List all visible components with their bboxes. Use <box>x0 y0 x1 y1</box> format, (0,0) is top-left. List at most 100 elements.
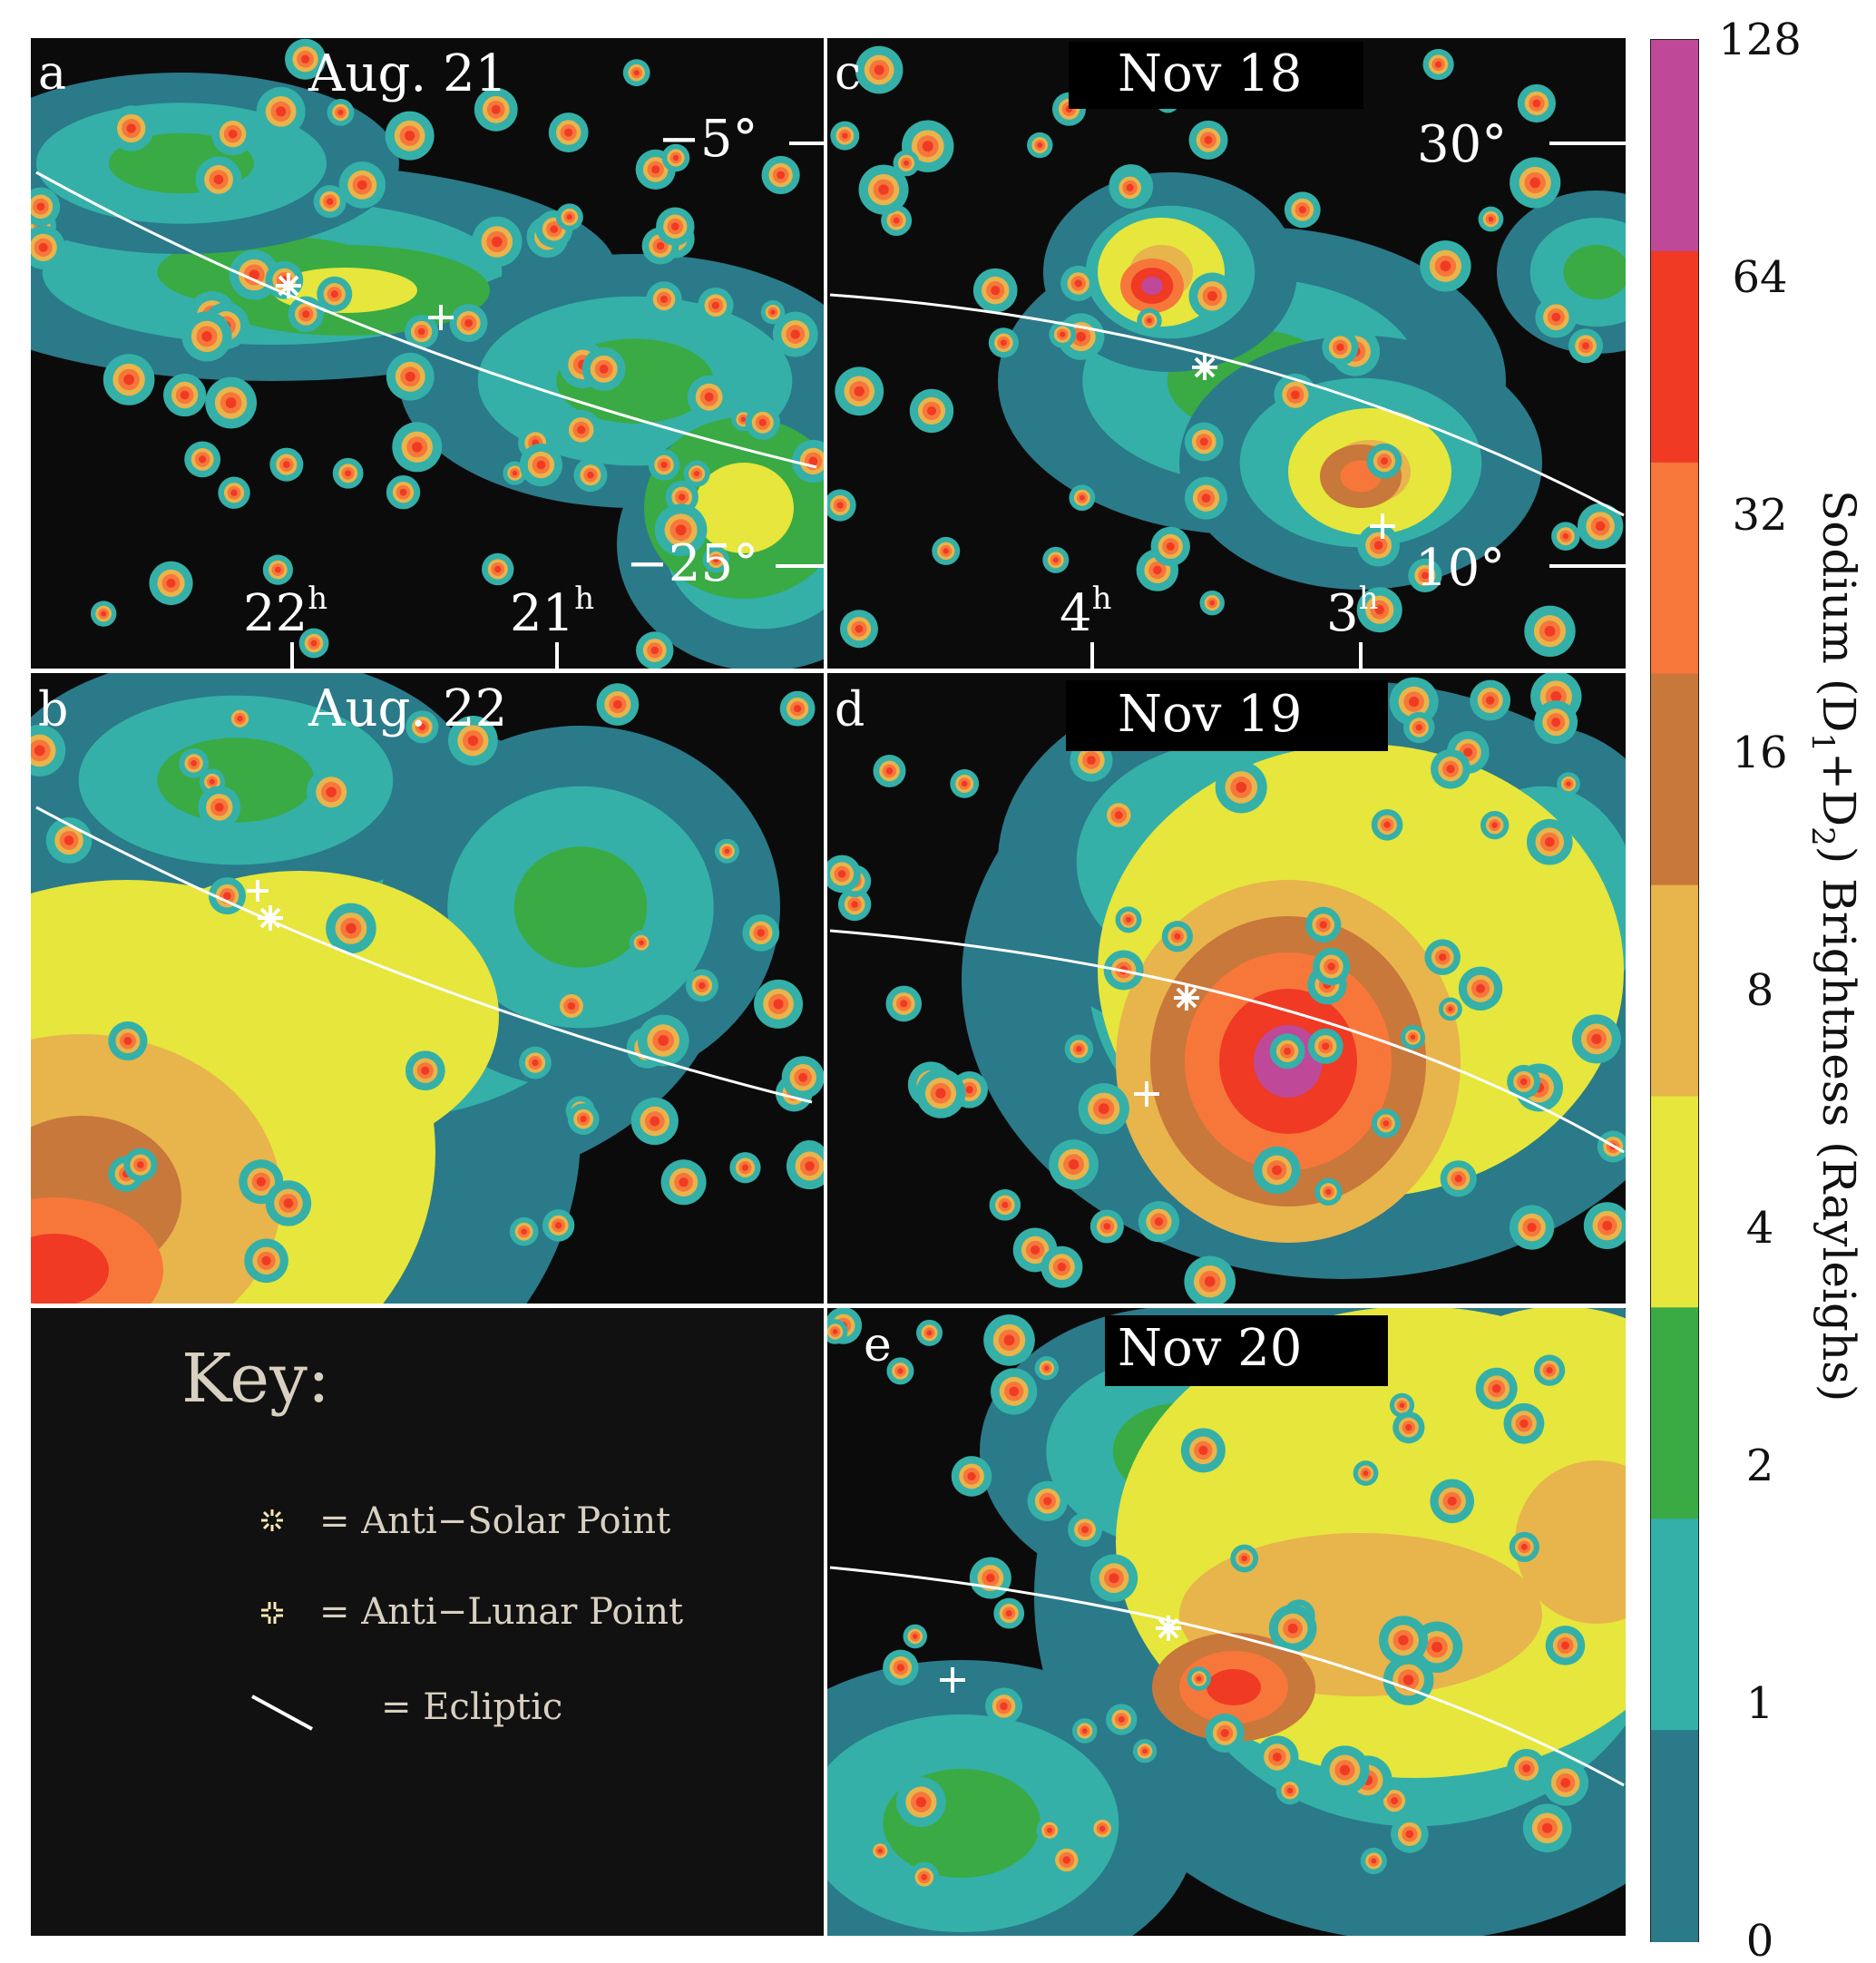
emission-contour <box>580 1116 587 1123</box>
emission-contour <box>1003 1334 1015 1346</box>
emission-contour <box>1546 1366 1553 1374</box>
emission-contour <box>704 392 714 402</box>
emission-contour <box>1373 541 1383 551</box>
emission-contour <box>1236 782 1247 793</box>
emission-contour <box>1207 290 1217 301</box>
emission-contour <box>1037 142 1043 149</box>
panel-d-anti-solar-marker <box>1174 985 1199 1011</box>
emission-contour <box>1562 532 1569 540</box>
emission-contour <box>1286 1787 1294 1794</box>
panel-e-anti-lunar-marker <box>940 1667 965 1693</box>
emission-contour <box>878 184 889 195</box>
emission-contour <box>1000 339 1007 347</box>
emission-contour <box>650 646 660 655</box>
emission-contour <box>1595 521 1606 532</box>
panel-a-anti-lunar-marker <box>428 305 454 330</box>
colorbar-label-sub2: 2 <box>1804 826 1841 846</box>
emission-contour <box>758 418 767 426</box>
emission-contour <box>1126 183 1134 191</box>
emission-contour <box>837 870 846 878</box>
emission-contour <box>1463 747 1473 757</box>
emission-contour <box>1410 1034 1416 1040</box>
emission-contour <box>1563 245 1626 299</box>
emission-contour <box>599 364 609 374</box>
emission-contour <box>842 132 848 139</box>
colorbar-bands <box>1651 40 1698 1942</box>
panel-a-dec-label-bottom: −25° <box>626 534 758 593</box>
key-anti-solar-symbol <box>261 1509 283 1531</box>
emission-contour <box>1566 781 1571 786</box>
emission-contour <box>1241 1555 1247 1562</box>
emission-contour <box>300 54 310 63</box>
colorbar-band <box>1651 1730 1698 1942</box>
colorbar-band <box>1651 250 1698 464</box>
emission-contour <box>1522 1763 1531 1773</box>
emission-contour <box>1435 61 1442 68</box>
emission-contour <box>1076 331 1087 342</box>
emission-contour <box>773 999 784 1010</box>
emission-contour <box>1098 1103 1109 1115</box>
emission-contour <box>1166 542 1175 551</box>
panel-d-date: Nov 19 <box>1118 685 1302 744</box>
emission-contour <box>926 1330 933 1336</box>
emission-contour <box>1405 1830 1414 1839</box>
emission-contour <box>310 640 318 647</box>
panel-c-ra-label-3h: 3h <box>1326 581 1379 643</box>
emission-contour <box>893 217 900 224</box>
emission-contour <box>740 416 747 423</box>
emission-contour <box>1398 1635 1409 1646</box>
emission-contour <box>1287 1623 1298 1634</box>
colorbar-tick-label: 16 <box>1732 728 1787 778</box>
emission-contour <box>986 1573 995 1583</box>
emission-contour <box>1560 1641 1569 1650</box>
panel-a-dec-label-top: −5° <box>658 110 758 169</box>
emission-contour <box>639 940 644 946</box>
emission-contour <box>1099 1825 1106 1832</box>
emission-contour <box>790 329 800 339</box>
emission-contour <box>675 524 687 536</box>
emission-contour <box>1052 557 1059 563</box>
emission-contour <box>650 1116 660 1127</box>
panel-a-ra-21h-sup: h <box>574 581 594 617</box>
emission-contour <box>832 1329 838 1334</box>
emission-contour <box>699 982 706 990</box>
emission-contour <box>1147 317 1152 324</box>
emission-contour <box>1383 1120 1390 1127</box>
emission-contour <box>1031 1245 1041 1255</box>
colorbar-label-sub1: 1 <box>1804 732 1841 752</box>
panel-a-ra-label-21h: 21h <box>510 581 594 643</box>
emission-contour <box>282 461 290 469</box>
emission-contour <box>1002 1201 1009 1208</box>
emission-contour <box>658 1035 669 1046</box>
emission-contour <box>1529 177 1541 189</box>
emission-contour <box>612 699 622 709</box>
emission-contour <box>1060 331 1066 337</box>
panel-c-letter: c <box>835 46 861 101</box>
emission-contour <box>1488 216 1494 222</box>
colorbar-tick-label: 0 <box>1746 1916 1774 1963</box>
emission-contour <box>214 802 224 812</box>
emission-contour <box>1339 1764 1351 1775</box>
panel-a-anti-solar-marker <box>276 273 301 298</box>
emission-contour <box>991 286 1001 296</box>
panel-d-letter: d <box>835 683 865 737</box>
panel-c-ecliptic-line <box>829 293 1625 517</box>
emission-contour <box>851 901 858 908</box>
emission-contour <box>900 1000 908 1008</box>
panel-b-anti-lunar-marker <box>247 880 269 902</box>
emission-contour <box>1076 1046 1082 1052</box>
emission-contour <box>412 442 423 453</box>
emission-contour <box>672 154 679 161</box>
panel-e-ecliptic-line <box>829 1566 1625 1787</box>
emission-contour <box>961 780 968 787</box>
colorbar-label-suffix: ) Brightness (Rayleighs) <box>1812 846 1865 1402</box>
emission-contour <box>1405 1423 1412 1431</box>
emission-contour <box>1544 836 1555 847</box>
panel-e-date-box <box>1105 1315 1388 1386</box>
emission-contour <box>261 1255 271 1265</box>
emission-contour <box>1272 1165 1282 1176</box>
emission-contour <box>1544 625 1556 637</box>
emission-contour <box>191 759 198 767</box>
panel-d-ecliptic-line <box>829 929 1625 1154</box>
emission-contour <box>31 1234 109 1304</box>
